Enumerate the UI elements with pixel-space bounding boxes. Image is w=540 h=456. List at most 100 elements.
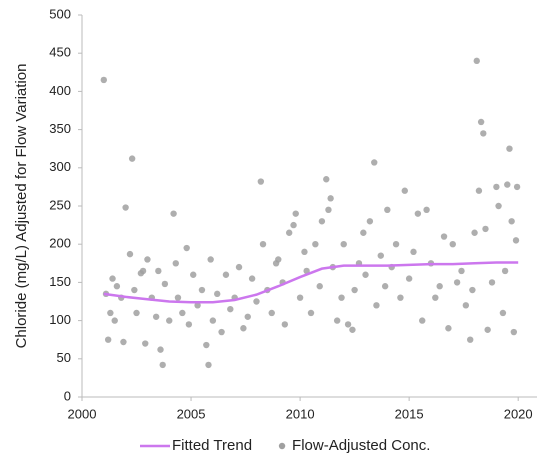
data-point [432, 294, 439, 301]
data-point [338, 294, 345, 301]
data-point [290, 221, 297, 229]
data-point [111, 317, 118, 324]
data-point [458, 267, 465, 275]
data-point [371, 159, 378, 166]
y-tick-label: 300 [49, 159, 71, 174]
data-point [174, 294, 182, 301]
data-point [499, 309, 507, 317]
data-point [139, 267, 147, 275]
data-point [480, 130, 487, 137]
data-point [166, 317, 173, 324]
data-point [285, 229, 293, 236]
data-point [185, 321, 193, 328]
data-point [312, 241, 319, 248]
x-tick-label: 2005 [177, 406, 206, 421]
y-tick-label: 200 [49, 236, 71, 251]
data-point [159, 361, 166, 369]
data-point [344, 321, 352, 328]
data-point [488, 279, 496, 286]
data-point [327, 195, 334, 202]
data-point [144, 256, 151, 263]
y-tick-label: 0 [64, 388, 71, 403]
data-point [205, 361, 212, 369]
data-point [445, 325, 452, 332]
data-point [131, 286, 138, 294]
data-point [152, 313, 160, 320]
data-point [316, 283, 323, 290]
data-point [227, 305, 234, 313]
data-point [170, 210, 177, 217]
data-point [501, 267, 509, 275]
data-point [107, 309, 114, 317]
data-point [362, 271, 369, 278]
data-point [126, 250, 134, 258]
data-point [333, 317, 341, 324]
x-tick-label: 2020 [504, 406, 533, 421]
data-point [419, 317, 426, 324]
data-point [301, 248, 308, 256]
data-point [467, 336, 474, 343]
data-point [512, 237, 520, 244]
data-point [100, 76, 108, 84]
data-point [482, 225, 489, 233]
data-point [259, 241, 267, 248]
data-point [172, 260, 179, 267]
x-tick-label: 2000 [68, 406, 97, 421]
data-point [495, 202, 502, 210]
data-point [410, 248, 417, 256]
legend-swatch [278, 442, 286, 450]
data-point [198, 286, 206, 294]
data-point [405, 275, 413, 282]
data-point [157, 346, 164, 353]
y-tick-label: 100 [49, 312, 71, 327]
data-point [475, 187, 483, 194]
y-tick-label: 250 [49, 197, 71, 212]
data-point [477, 118, 485, 126]
y-tick-label: 500 [49, 6, 71, 21]
data-point [351, 286, 358, 294]
data-point [275, 256, 282, 263]
data-point [401, 187, 408, 194]
data-point [484, 326, 491, 333]
data-point [122, 204, 129, 211]
data-point [462, 302, 470, 309]
data-point [471, 229, 478, 236]
data-point [207, 256, 214, 263]
data-point [155, 267, 162, 275]
data-point [209, 317, 217, 324]
y-tick-label: 350 [49, 121, 71, 136]
data-point [113, 283, 121, 290]
x-tick-label: 2010 [286, 406, 315, 421]
data-point [281, 321, 289, 328]
data-point [384, 206, 391, 214]
data-point [128, 155, 136, 162]
data-point [366, 218, 374, 225]
data-point [203, 341, 210, 349]
data-point [436, 283, 443, 290]
data-point [194, 302, 201, 309]
data-point [360, 229, 367, 236]
data-point [325, 206, 332, 214]
data-point [493, 183, 500, 191]
data-point [307, 309, 315, 317]
data-point [392, 241, 400, 248]
y-tick-label: 450 [49, 45, 71, 60]
data-point [340, 241, 347, 248]
data-point [142, 340, 149, 347]
data-point [244, 313, 251, 320]
data-point [449, 241, 456, 248]
data-point [504, 181, 511, 188]
data-point [240, 325, 247, 332]
legend-label: Fitted Trend [172, 437, 252, 454]
data-point [104, 336, 112, 343]
y-tick-label: 150 [49, 274, 71, 289]
data-point [214, 290, 221, 298]
y-axis-label: Chloride (mg/L) Adjusted for Flow Variat… [13, 64, 30, 349]
data-point [377, 252, 384, 259]
data-point [423, 206, 430, 214]
data-point [183, 244, 190, 252]
data-point [235, 263, 243, 271]
data-point [469, 286, 476, 294]
data-point [506, 145, 513, 152]
